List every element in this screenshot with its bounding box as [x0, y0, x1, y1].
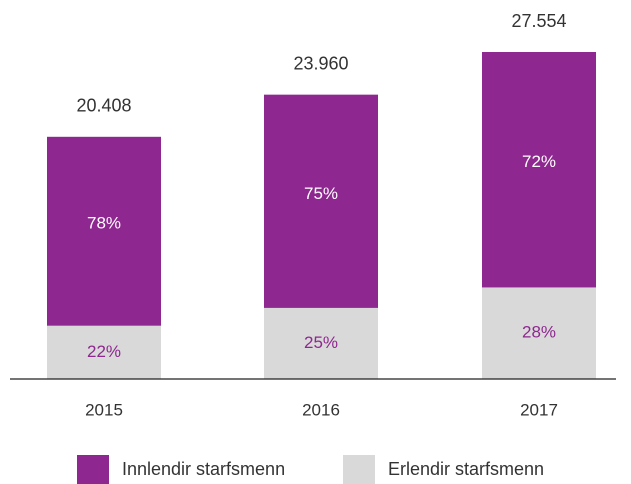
segment-label: 28% — [522, 323, 556, 342]
bar-segment — [264, 94, 378, 308]
bar-segment — [264, 307, 378, 379]
bar-segment — [47, 325, 161, 379]
x-tick-label: 2017 — [520, 400, 558, 419]
segment-label: 75% — [304, 184, 338, 203]
bar-segment — [482, 52, 596, 288]
segment-label: 25% — [304, 333, 338, 352]
total-label: 20.408 — [76, 96, 131, 116]
total-label: 23.960 — [293, 53, 348, 73]
x-tick-label: 2016 — [302, 400, 340, 419]
legend-swatch — [77, 455, 109, 484]
segment-label: 72% — [522, 152, 556, 171]
x-tick-label: 2015 — [85, 400, 123, 419]
segment-label: 78% — [87, 214, 121, 233]
legend-label: Erlendir starfsmenn — [388, 459, 544, 479]
legend-label: Innlendir starfsmenn — [122, 459, 285, 479]
bar-segment — [482, 287, 596, 379]
bar-segment — [47, 136, 161, 326]
total-label: 27.554 — [511, 11, 566, 31]
legend-swatch — [343, 455, 375, 484]
segment-label: 22% — [87, 342, 121, 361]
